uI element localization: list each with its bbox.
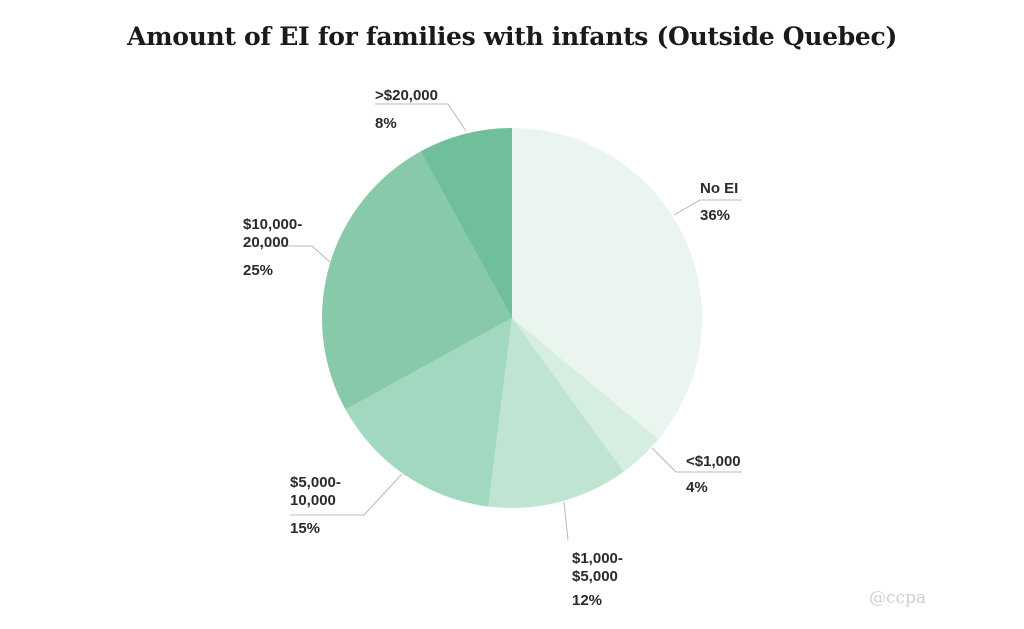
slice-label: $5,000-	[290, 474, 341, 491]
pie-slice	[345, 318, 512, 507]
slice-percent-label: 8%	[375, 115, 397, 132]
pie-slice	[512, 128, 703, 440]
leader-line	[651, 447, 742, 473]
leader-line	[563, 501, 569, 541]
slice-percent-label: 25%	[243, 262, 273, 279]
slice-label: $10,000-	[243, 216, 302, 233]
leader-line	[673, 199, 742, 216]
chart-title: Amount of EI for families with infants (…	[127, 22, 897, 51]
ccpa-watermark: @ccpa	[868, 588, 926, 608]
slice-percent-label: 12%	[572, 592, 602, 609]
slice-labels: No EI 36% <$1,000 4% $1,000-$5,000 12% $5,000-…	[243, 87, 741, 609]
slice-label: No EI	[700, 180, 738, 197]
slice-percent-label: 15%	[290, 520, 320, 537]
leader-lines	[243, 103, 742, 541]
pie-slices	[322, 128, 703, 508]
pie-slice	[420, 128, 512, 318]
pie-slice	[488, 318, 624, 508]
slice-label: 20,000	[243, 234, 289, 251]
pie-slice	[322, 151, 512, 410]
leader-line	[243, 245, 331, 263]
leader-line	[375, 103, 467, 132]
pie-slice	[512, 318, 659, 472]
slice-label: $1,000-	[572, 550, 623, 567]
slice-percent-label: 4%	[686, 479, 708, 496]
slice-label: 10,000	[290, 492, 336, 509]
slice-label: >$20,000	[375, 87, 438, 104]
leader-line	[290, 473, 403, 516]
slice-percent-label: 36%	[700, 207, 730, 224]
slice-label: <$1,000	[686, 453, 741, 470]
slice-label: $5,000	[572, 568, 618, 585]
